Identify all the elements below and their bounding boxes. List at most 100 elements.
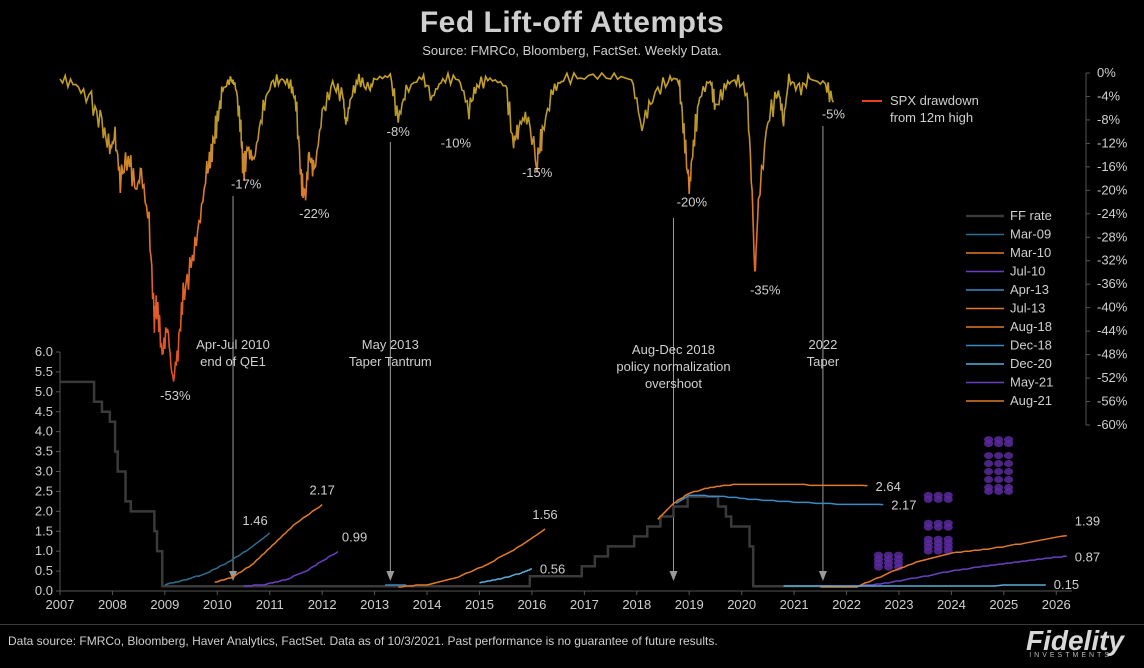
series-end-label: 2.64	[876, 479, 901, 494]
legend-label: Apr-13	[1010, 282, 1049, 297]
drawdown-tick-label: -16%	[1097, 159, 1128, 174]
x-tick-label: 2014	[413, 597, 442, 612]
x-tick-label: 2015	[465, 597, 494, 612]
fomc-dot	[923, 519, 933, 527]
drawdown-tick-label: -40%	[1097, 300, 1128, 315]
x-tick-label: 2024	[937, 597, 966, 612]
x-tick-label: 2010	[203, 597, 232, 612]
x-tick-label: 2008	[98, 597, 127, 612]
fomc-dot	[984, 468, 994, 475]
annotation-text: May 2013	[362, 337, 419, 352]
fomc-dot	[933, 535, 943, 543]
drawdown-tick-label: -24%	[1097, 206, 1128, 221]
drawdown-tick-label: -56%	[1097, 394, 1128, 409]
ff-tick-label: 5.0	[35, 384, 53, 399]
fomc-dot	[1004, 452, 1014, 460]
footer-divider	[0, 624, 1144, 625]
drawdown-trough-label: -8%	[387, 124, 411, 139]
drawdown-tick-label: -4%	[1097, 88, 1121, 103]
ff-tick-label: 4.5	[35, 404, 53, 419]
x-tick-label: 2013	[360, 597, 389, 612]
legend-label: Mar-09	[1010, 227, 1051, 242]
fidelity-logo-sub: INVESTMENTS	[1029, 652, 1112, 659]
chart-subtitle: Source: FMRCo, Bloomberg, FactSet. Weekl…	[422, 43, 722, 58]
fomc-dot	[923, 491, 933, 499]
fomc-dot	[1004, 483, 1014, 491]
fomc-dot	[994, 483, 1004, 491]
ff-tick-label: 1.0	[35, 543, 53, 558]
x-tick-label: 2019	[675, 597, 704, 612]
ff-tick-label: 1.5	[35, 523, 53, 538]
fomc-dot	[1004, 460, 1014, 468]
series-line-jul-10	[243, 551, 339, 587]
x-tick-label: 2020	[727, 597, 756, 612]
chart-title: Fed Lift-off Attempts	[419, 6, 725, 39]
fomc-dot	[1004, 436, 1014, 444]
fomc-dot	[943, 491, 953, 499]
drawdown-tick-label: -8%	[1097, 112, 1121, 127]
ff-tick-label: 4.0	[35, 424, 53, 439]
fomc-dot	[943, 535, 953, 543]
annotation-arrow-head	[386, 571, 395, 581]
legend-label: May-21	[1010, 375, 1053, 390]
annotation-text: overshoot	[645, 376, 702, 391]
series-line-dec-18	[675, 494, 884, 506]
series-end-label: 0.99	[342, 530, 367, 545]
fomc-dot	[923, 535, 933, 543]
legend-label: Mar-10	[1010, 245, 1051, 260]
series-line-aug-21	[820, 534, 1067, 588]
fomc-dot	[984, 436, 994, 444]
legend-label: Dec-20	[1010, 356, 1052, 371]
drawdown-tick-label: 0%	[1097, 65, 1116, 80]
series-end-label: 0.87	[1075, 549, 1100, 564]
legend-label: FF rate	[1010, 208, 1052, 223]
drawdown-tick-label: -36%	[1097, 276, 1128, 291]
ff-tick-label: 0.0	[35, 583, 53, 598]
fomc-dot	[1004, 468, 1014, 475]
ff-tick-label: 5.5	[35, 364, 53, 379]
legend-label: Dec-18	[1010, 338, 1052, 353]
annotation-text: Aug-Dec 2018	[632, 342, 715, 357]
x-tick-label: 2012	[308, 597, 337, 612]
fomc-dot	[883, 551, 893, 559]
drawdown-tick-label: -28%	[1097, 229, 1128, 244]
series-end-label: 2.17	[310, 483, 335, 498]
series-line-dec-20	[479, 567, 533, 584]
x-tick-label: 2023	[885, 597, 914, 612]
drawdown-tick-label: -12%	[1097, 135, 1128, 150]
fomc-dot	[873, 551, 883, 559]
drawdown-tick-label: -32%	[1097, 253, 1128, 268]
fomc-dot	[1004, 475, 1014, 483]
drawdown-trough-label: -53%	[160, 388, 191, 403]
series-end-label: 1.56	[532, 507, 557, 522]
drawdown-tick-label: -44%	[1097, 323, 1128, 338]
legend-label: Jul-10	[1010, 264, 1045, 279]
x-tick-label: 2007	[46, 597, 75, 612]
x-tick-label: 2016	[517, 597, 546, 612]
drawdown-tick-label: -48%	[1097, 347, 1128, 362]
fidelity-logo: Fidelity	[1025, 625, 1124, 656]
annotation-arrow-head	[229, 571, 238, 581]
series-end-label: 2.17	[891, 498, 916, 513]
x-tick-label: 2025	[989, 597, 1018, 612]
series-line-mar-10	[214, 504, 323, 583]
chart-canvas: 0% -4% -8% -12% -16% -20% -24% -28% -32% -36% -40%…	[35, 65, 1128, 612]
fomc-dot	[933, 491, 943, 499]
ff-tick-label: 3.0	[35, 464, 53, 479]
drawdown-trough-label: -15%	[522, 165, 553, 180]
series-line-dec-20-low-	[783, 584, 1046, 587]
series-end-label: 0.56	[540, 562, 565, 577]
fomc-dot	[933, 519, 943, 527]
x-tick-label: 2018	[622, 597, 651, 612]
annotation-arrow-head	[669, 571, 678, 581]
drawdown-tick-label: -52%	[1097, 370, 1128, 385]
series-line-ff-rate	[60, 380, 834, 588]
fomc-dot	[994, 475, 1004, 483]
series-end-label: 0.15	[1054, 577, 1079, 592]
fomc-dot	[984, 452, 994, 460]
fomc-dot	[994, 452, 1004, 460]
x-tick-label: 2009	[150, 597, 179, 612]
drawdown-series-line	[59, 70, 835, 382]
drawdown-tick-label: -20%	[1097, 182, 1128, 197]
